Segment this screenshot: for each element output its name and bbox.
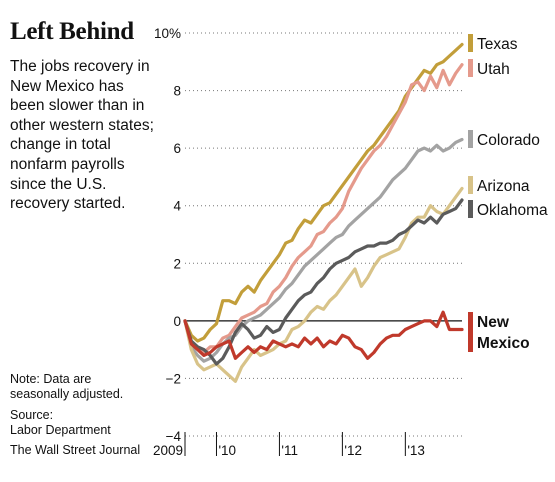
x-axis: 2009 '10 '11 '12 '13 [153, 432, 425, 458]
series-lines [183, 42, 464, 383]
legend-label-oklahoma: Oklahoma [477, 202, 548, 219]
legend-swatch-arizona [468, 176, 473, 194]
x-tick-label: '10 [218, 443, 236, 458]
y-tick-label: 8 [173, 84, 181, 99]
chart-subtitle: The jobs recovery in New Mexico has been… [10, 58, 154, 213]
x-tick-label: 2009 [153, 443, 183, 458]
series-line-oklahoma [183, 198, 464, 366]
legend-label-texas: Texas [477, 36, 518, 53]
series-line-utah [183, 63, 464, 355]
legend-label-arizona: Arizona [477, 178, 530, 195]
series-line-colorado [183, 137, 464, 363]
y-tick-label: 2 [173, 256, 181, 271]
legend-swatch-utah [468, 59, 473, 77]
x-tick-label: '11 [281, 443, 298, 458]
y-tick-label: 4 [173, 199, 181, 214]
source-label: Source: [10, 408, 54, 422]
legend-swatch-new-mexico [468, 312, 473, 352]
y-tick-label: −2 [166, 371, 181, 386]
legend-label-utah: Utah [477, 61, 510, 78]
series-line-arizona [183, 186, 464, 383]
chart-credit: The Wall Street Journal [10, 443, 141, 457]
y-tick-label: 6 [173, 141, 181, 156]
series-line-texas [183, 42, 464, 343]
y-axis: −4 −2 0 2 4 6 8 10% [154, 26, 182, 444]
x-tick-label: '13 [407, 443, 425, 458]
y-tick-label: 0 [173, 314, 181, 329]
legend-swatch-texas [468, 34, 473, 52]
y-tick-label: −4 [166, 429, 182, 444]
series-line-new-mexico [183, 310, 464, 360]
legend-label-colorado: Colorado [477, 132, 540, 149]
chart-note: Note: Data are seasonally adjusted. [10, 372, 124, 401]
gridlines [185, 32, 462, 437]
legend: Texas Utah Colorado Arizona Oklahoma New Mexic… [468, 34, 548, 352]
legend-swatch-colorado [468, 130, 473, 148]
legend-label-new-mexico: New Mexico [477, 314, 530, 352]
chart-title: Left Behind [10, 18, 134, 45]
x-tick-label: '12 [344, 443, 362, 458]
source-name: Labor Department [10, 422, 111, 437]
y-tick-label: 10% [154, 26, 181, 41]
chart-source: Source: Labor Department [10, 408, 160, 437]
legend-swatch-oklahoma [468, 200, 473, 218]
